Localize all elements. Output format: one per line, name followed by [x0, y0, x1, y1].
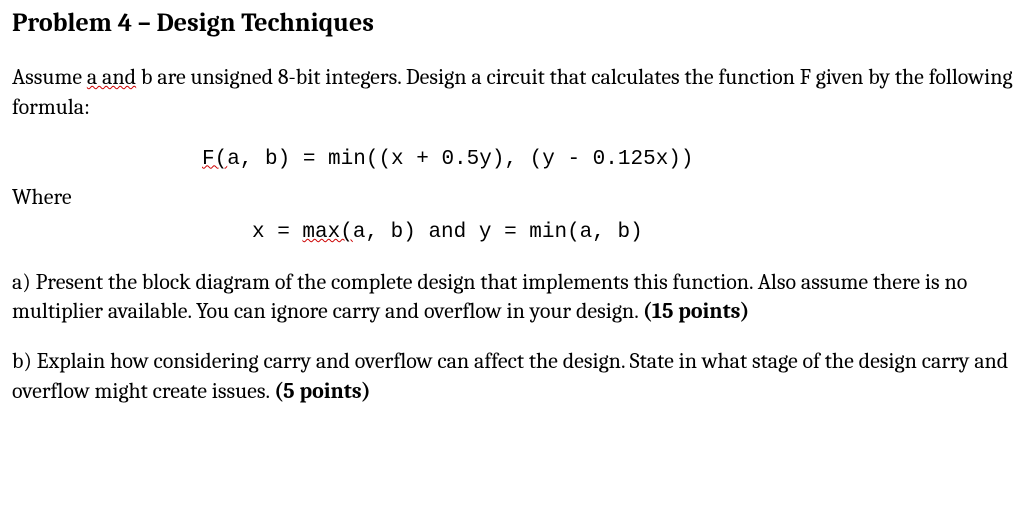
intro-squiggle-text: a and: [87, 64, 136, 90]
formula-xy: x = max(a, b) and y = min(a, b): [12, 216, 1013, 250]
formula-xy-pre: x =: [252, 221, 302, 244]
part-a-points: (15 points): [643, 298, 749, 324]
formula-xy-rest: a, b) and y = min(a, b): [353, 221, 643, 244]
problem-title: Problem 4 – Design Techniques: [12, 8, 1013, 39]
part-a: a) Present the block diagram of the comp…: [12, 268, 1013, 327]
formula-f: F(a, b) = min((x + 0.5y), (y - 0.125x)): [12, 143, 1013, 177]
intro-paragraph: Assume a and b are unsigned 8-bit intege…: [12, 63, 1013, 122]
formula-block: F(a, b) = min((x + 0.5y), (y - 0.125x)): [12, 143, 1013, 177]
where-label: Where: [12, 184, 1013, 210]
part-a-text: a) Present the block diagram of the comp…: [12, 269, 967, 325]
formula-f-squiggle: F(: [202, 148, 227, 171]
part-b-text: b) Explain how considering carry and ove…: [12, 348, 1008, 404]
formula-block-2: x = max(a, b) and y = min(a, b): [12, 216, 1013, 250]
intro-pre: Assume: [12, 64, 87, 90]
formula-f-rest: a, b) = min((x + 0.5y), (y - 0.125x)): [227, 148, 693, 171]
formula-xy-squiggle: max(: [302, 221, 352, 244]
part-b-points: (5 points): [274, 378, 370, 404]
problem-page: Problem 4 – Design Techniques Assume a a…: [0, 0, 1025, 447]
part-b: b) Explain how considering carry and ove…: [12, 347, 1013, 406]
intro-post: b are unsigned 8-bit integers. Design a …: [12, 64, 1013, 120]
